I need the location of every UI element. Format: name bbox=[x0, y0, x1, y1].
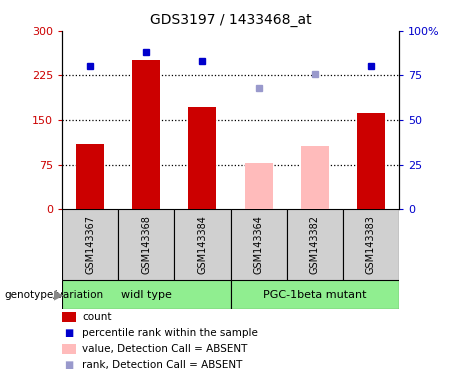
Bar bbox=[76, 144, 104, 209]
Bar bbox=[189, 107, 217, 209]
Text: percentile rank within the sample: percentile rank within the sample bbox=[82, 328, 258, 338]
Bar bbox=[343, 209, 399, 280]
Bar bbox=[230, 209, 287, 280]
Bar bbox=[301, 146, 329, 209]
Bar bbox=[357, 113, 385, 209]
Bar bbox=[244, 163, 272, 209]
Text: genotype/variation: genotype/variation bbox=[5, 290, 104, 300]
Text: value, Detection Call = ABSENT: value, Detection Call = ABSENT bbox=[82, 344, 248, 354]
Text: ▶: ▶ bbox=[54, 288, 63, 301]
Bar bbox=[132, 60, 160, 209]
Text: GSM143383: GSM143383 bbox=[366, 215, 376, 274]
Bar bbox=[287, 209, 343, 280]
Text: GSM143384: GSM143384 bbox=[197, 215, 207, 274]
Bar bbox=[62, 209, 118, 280]
Text: count: count bbox=[82, 312, 112, 322]
Text: GSM143364: GSM143364 bbox=[254, 215, 264, 274]
Text: GSM143368: GSM143368 bbox=[142, 215, 151, 274]
Text: GDS3197 / 1433468_at: GDS3197 / 1433468_at bbox=[150, 13, 311, 27]
Text: rank, Detection Call = ABSENT: rank, Detection Call = ABSENT bbox=[82, 360, 242, 370]
Bar bbox=[174, 209, 230, 280]
Text: GSM143382: GSM143382 bbox=[310, 215, 319, 274]
Bar bbox=[230, 280, 399, 309]
Text: ■: ■ bbox=[65, 328, 74, 338]
Text: ■: ■ bbox=[65, 360, 74, 370]
Bar bbox=[118, 209, 174, 280]
Text: widl type: widl type bbox=[121, 290, 172, 300]
Text: PGC-1beta mutant: PGC-1beta mutant bbox=[263, 290, 366, 300]
Text: GSM143367: GSM143367 bbox=[85, 215, 95, 274]
Bar bbox=[62, 280, 230, 309]
